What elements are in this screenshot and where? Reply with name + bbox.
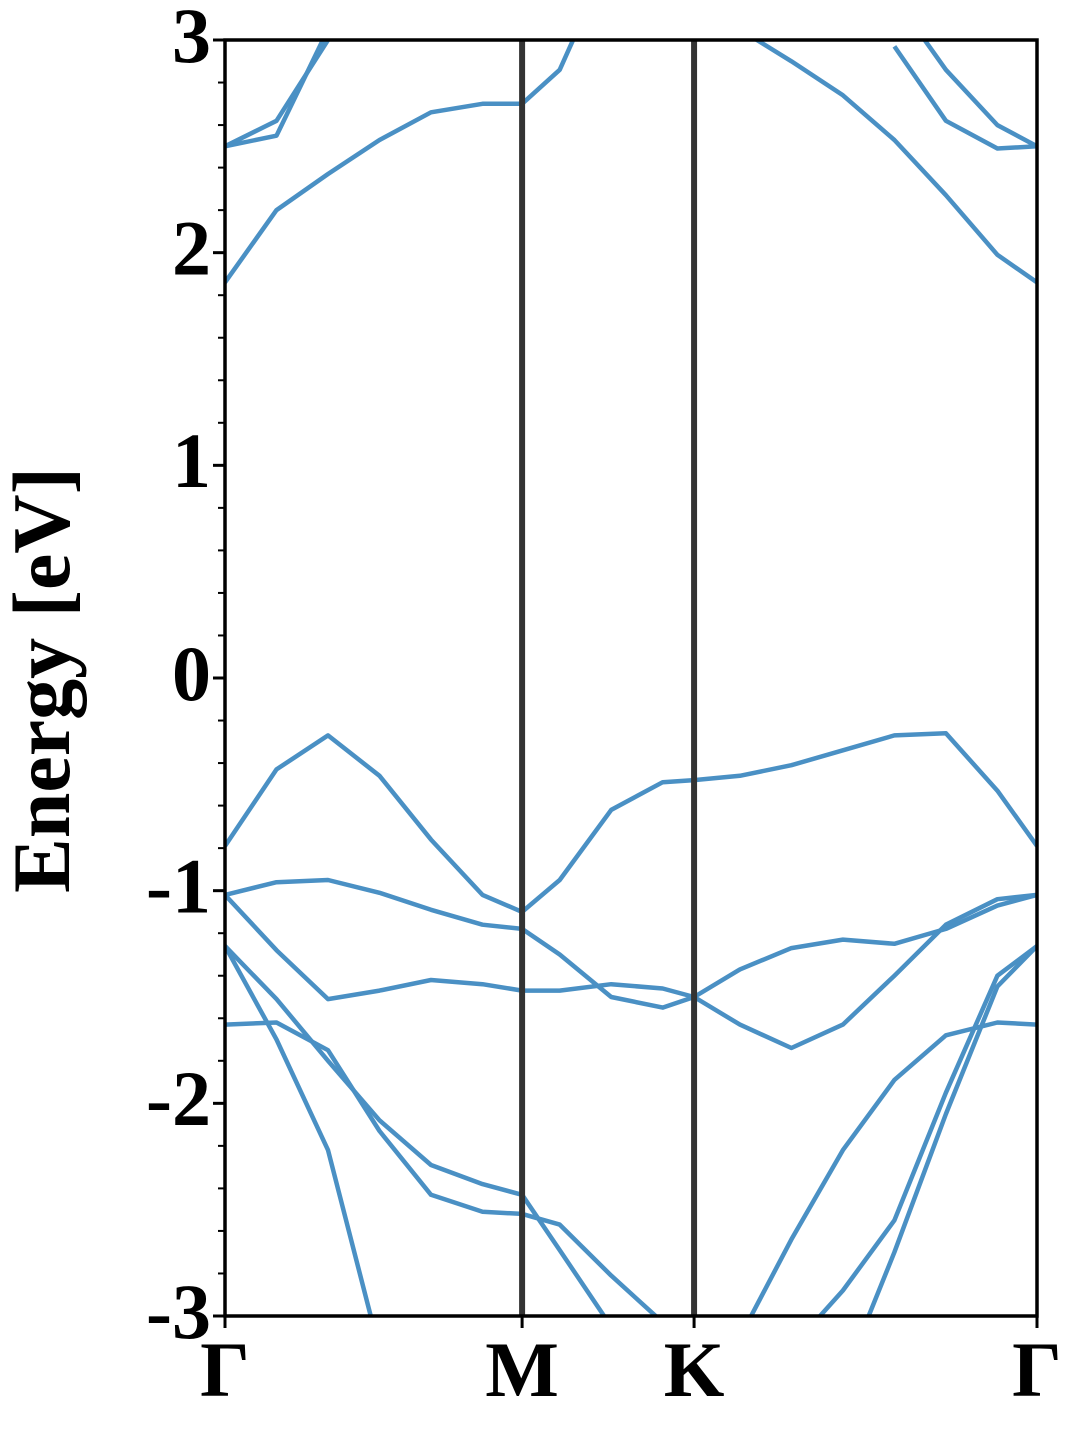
- axes-frame: [223, 38, 1039, 1318]
- band-line: [225, 892, 1037, 1051]
- band-line: [225, 731, 1037, 915]
- band-line: [225, 877, 1037, 1010]
- y-tick-label: -1: [146, 843, 211, 930]
- x-tick-label: Γ: [1012, 1326, 1062, 1413]
- y-tick-label: -2: [146, 1055, 211, 1142]
- y-axis-label: Energy [eV]: [0, 467, 87, 893]
- band-line: [225, 1020, 1037, 1316]
- band-line: [225, 944, 1037, 1316]
- band-line: [225, 944, 1037, 1316]
- plot-area: [225, 40, 1037, 1316]
- y-tick-label: 1: [172, 417, 211, 504]
- band-line: [225, 40, 1037, 285]
- band-line: [225, 40, 1037, 151]
- y-tick-label: 2: [172, 205, 211, 292]
- y-tick-label: -3: [146, 1268, 211, 1355]
- x-tick-label: Γ: [200, 1326, 250, 1413]
- x-tick-label: M: [485, 1326, 559, 1413]
- y-tick-label: 3: [172, 0, 211, 79]
- x-tick-label: K: [664, 1326, 725, 1413]
- y-tick-label: 0: [172, 630, 211, 717]
